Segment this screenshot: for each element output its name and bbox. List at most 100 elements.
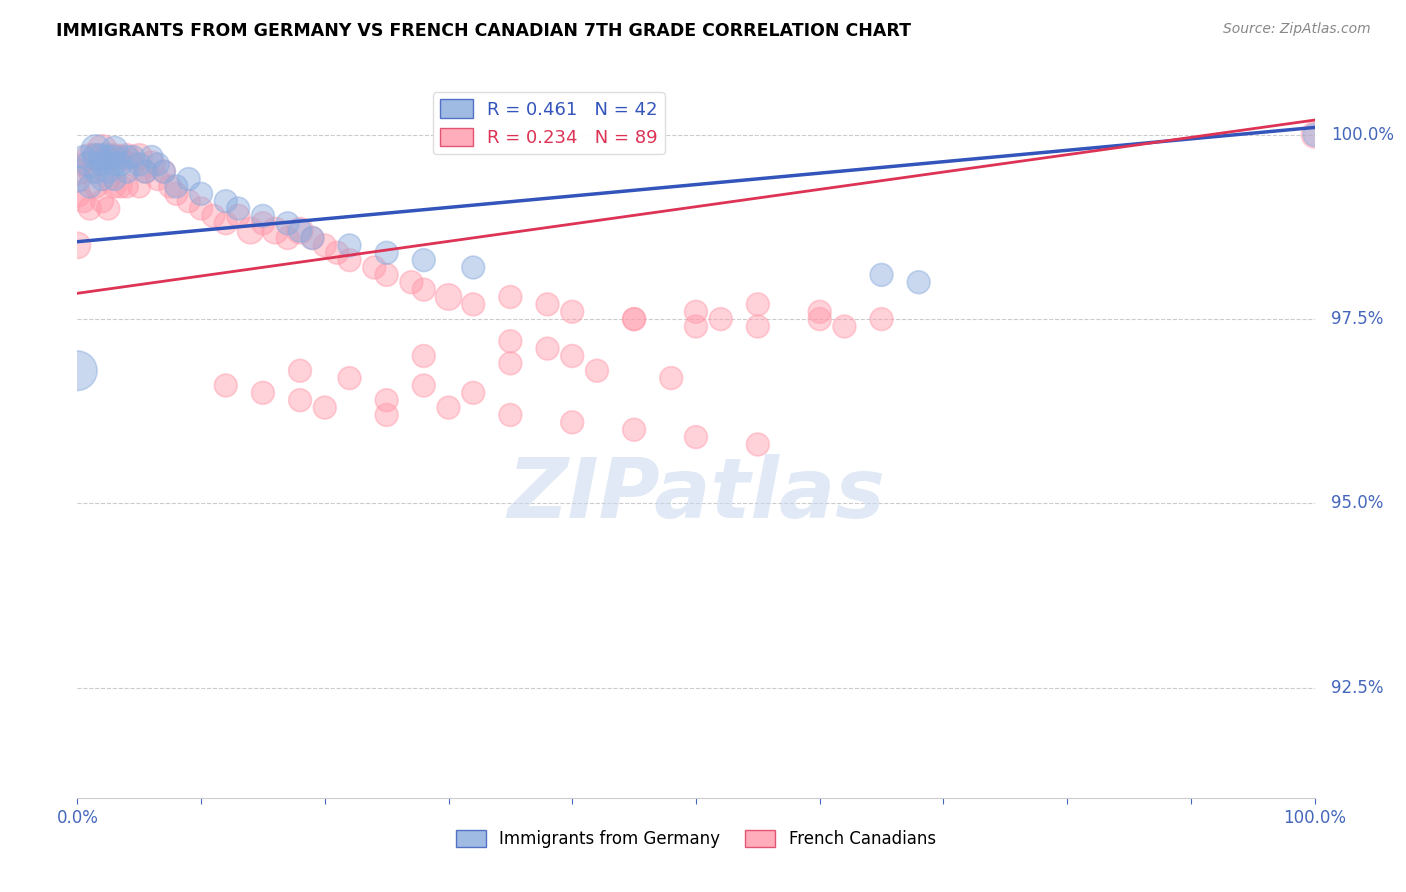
Point: [623, 312, 645, 326]
Point: [115, 164, 138, 178]
Legend: Immigrants from Germany, French Canadians: Immigrants from Germany, French Canadian…: [450, 823, 942, 855]
Point: [97, 202, 120, 216]
Point: [91, 157, 114, 171]
Point: [499, 290, 522, 304]
Point: [1303, 128, 1326, 142]
Point: [623, 312, 645, 326]
Point: [110, 179, 132, 194]
Text: ZIPatlas: ZIPatlas: [508, 454, 884, 535]
Point: [463, 297, 485, 311]
Point: [84, 143, 107, 157]
Point: [264, 224, 287, 238]
Point: [153, 164, 176, 178]
Point: [128, 157, 150, 171]
Point: [226, 202, 249, 216]
Point: [747, 319, 769, 334]
Point: [66, 164, 89, 178]
Point: [91, 150, 114, 164]
Point: [437, 401, 460, 415]
Point: [134, 164, 156, 178]
Point: [215, 194, 238, 209]
Point: [437, 290, 460, 304]
Point: [79, 164, 101, 178]
Point: [128, 179, 150, 194]
Point: [146, 157, 169, 171]
Point: [685, 304, 707, 318]
Point: [190, 202, 212, 216]
Point: [288, 224, 311, 238]
Point: [277, 216, 299, 230]
Point: [1303, 128, 1326, 142]
Point: [97, 150, 120, 164]
Point: [215, 216, 238, 230]
Point: [375, 245, 398, 260]
Point: [463, 260, 485, 275]
Point: [91, 172, 114, 186]
Text: 97.5%: 97.5%: [1330, 310, 1384, 328]
Point: [623, 423, 645, 437]
Point: [252, 209, 274, 223]
Point: [66, 186, 89, 201]
Point: [79, 179, 101, 194]
Point: [115, 150, 138, 164]
Point: [375, 393, 398, 408]
Point: [301, 231, 323, 245]
Point: [97, 150, 120, 164]
Point: [91, 194, 114, 209]
Point: [115, 150, 138, 164]
Point: [79, 150, 101, 164]
Point: [536, 297, 558, 311]
Point: [252, 216, 274, 230]
Text: IMMIGRANTS FROM GERMANY VS FRENCH CANADIAN 7TH GRADE CORRELATION CHART: IMMIGRANTS FROM GERMANY VS FRENCH CANADI…: [56, 22, 911, 40]
Text: Source: ZipAtlas.com: Source: ZipAtlas.com: [1223, 22, 1371, 37]
Point: [239, 224, 262, 238]
Point: [536, 342, 558, 356]
Point: [122, 150, 145, 164]
Point: [103, 157, 125, 171]
Point: [870, 268, 893, 282]
Point: [659, 371, 682, 385]
Point: [103, 150, 125, 164]
Point: [165, 179, 187, 194]
Point: [586, 364, 609, 378]
Point: [84, 179, 107, 194]
Point: [79, 157, 101, 171]
Point: [561, 304, 583, 318]
Point: [226, 209, 249, 223]
Point: [412, 283, 434, 297]
Point: [710, 312, 733, 326]
Point: [808, 304, 831, 318]
Point: [110, 150, 132, 164]
Point: [288, 364, 311, 378]
Point: [326, 245, 349, 260]
Point: [499, 334, 522, 349]
Text: 92.5%: 92.5%: [1330, 679, 1384, 697]
Point: [177, 194, 200, 209]
Point: [747, 297, 769, 311]
Point: [141, 150, 163, 164]
Point: [97, 172, 120, 186]
Point: [122, 157, 145, 171]
Point: [412, 253, 434, 268]
Point: [499, 408, 522, 422]
Point: [339, 371, 361, 385]
Point: [215, 378, 238, 392]
Point: [561, 415, 583, 429]
Point: [66, 238, 89, 252]
Point: [808, 312, 831, 326]
Point: [288, 393, 311, 408]
Point: [190, 186, 212, 201]
Point: [165, 186, 187, 201]
Point: [91, 157, 114, 171]
Point: [84, 150, 107, 164]
Point: [66, 364, 89, 378]
Point: [84, 164, 107, 178]
Point: [103, 172, 125, 186]
Point: [202, 209, 225, 223]
Point: [314, 238, 336, 252]
Point: [103, 179, 125, 194]
Point: [870, 312, 893, 326]
Point: [103, 150, 125, 164]
Point: [747, 437, 769, 451]
Text: 95.0%: 95.0%: [1330, 494, 1384, 512]
